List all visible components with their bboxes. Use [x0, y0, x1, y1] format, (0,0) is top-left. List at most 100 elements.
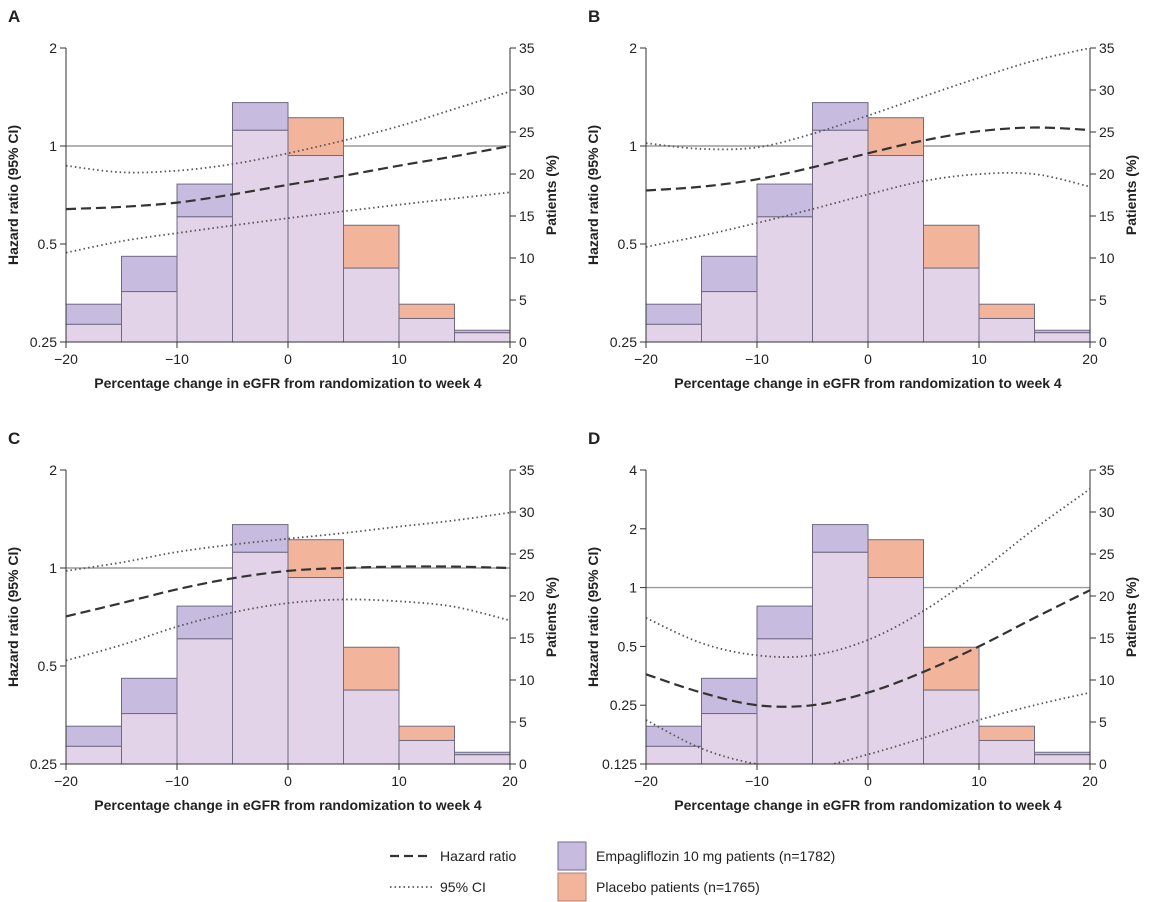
overlap-bar [812, 129, 869, 343]
legend: Hazard ratio 95% CI Empagliflozin 10 mg … [390, 841, 835, 902]
overlap-bar [287, 577, 344, 765]
right-tick-label: 5 [519, 292, 527, 308]
hazard-ratio-line [646, 589, 1090, 708]
left-axis-title: Hazard ratio (95% CI) [5, 125, 21, 265]
right-tick-label: 30 [1099, 82, 1115, 98]
right-tick-label: 35 [519, 40, 535, 56]
right-tick-label: 35 [1099, 40, 1115, 56]
overlap-bar [867, 155, 924, 343]
overlap-bar [701, 713, 758, 765]
overlap-bar [923, 689, 980, 765]
left-axis-title: Hazard ratio (95% CI) [585, 125, 601, 265]
panel-letter: A [8, 7, 20, 26]
empagliflozin-bar [176, 605, 233, 640]
right-tick-label: 5 [1099, 714, 1107, 730]
overlap-bar [121, 713, 178, 765]
left-tick-label: 0.25 [30, 756, 57, 772]
overlap-bar [645, 745, 702, 765]
legend-placebo-swatch [557, 872, 587, 902]
hazard-ratio-line [66, 565, 510, 618]
overlap-bar [232, 551, 289, 765]
right-tick-label: 0 [519, 334, 527, 350]
right-tick-label: 35 [519, 462, 535, 478]
empagliflozin-bar [812, 102, 869, 131]
right-axis-title: Patients (%) [1123, 155, 1139, 235]
overlap-bar [867, 577, 924, 765]
right-tick-label: 0 [1099, 334, 1107, 350]
right-tick-label: 35 [1099, 462, 1115, 478]
placebo-bar [978, 303, 1035, 319]
x-tick-label: 10 [971, 773, 987, 789]
placebo-bar [343, 224, 400, 269]
right-tick-label: 30 [519, 82, 535, 98]
right-tick-label: 20 [519, 588, 535, 604]
right-axis-title: Patients (%) [1123, 577, 1139, 657]
right-tick-label: 25 [519, 546, 535, 562]
empagliflozin-bar [121, 677, 178, 715]
left-tick-label: 1 [629, 580, 637, 596]
right-tick-label: 5 [519, 714, 527, 730]
right-tick-label: 10 [519, 672, 535, 688]
ci-upper-line [66, 90, 510, 174]
panel-d: D 0.125 0.25 0.5 1 2 4 0 5 10 15 20 25 30 35 −20 −10 0 10 2… [585, 429, 1139, 813]
left-tick-label: 2 [629, 40, 637, 56]
placebo-bar [343, 646, 400, 691]
right-tick-label: 20 [1099, 166, 1115, 182]
overlap-bar [454, 754, 511, 765]
legend-hazard-ratio-label: Hazard ratio [440, 848, 516, 864]
right-tick-label: 20 [1099, 588, 1115, 604]
placebo-bar [287, 539, 344, 579]
overlap-bar [343, 689, 400, 765]
right-axis-title: Patients (%) [543, 155, 559, 235]
x-tick-label: −10 [745, 351, 769, 367]
placebo-bar [398, 725, 455, 741]
x-tick-label: 20 [1082, 351, 1098, 367]
right-tick-label: 30 [519, 504, 535, 520]
empagliflozin-bar [121, 255, 178, 293]
panel-letter: D [588, 429, 600, 448]
right-tick-label: 25 [1099, 124, 1115, 140]
x-tick-label: 20 [1082, 773, 1098, 789]
curve-layer [646, 48, 1090, 248]
left-tick-label: 2 [49, 462, 57, 478]
overlap-bar [343, 267, 400, 343]
x-tick-label: 10 [391, 773, 407, 789]
overlap-bar [398, 317, 455, 343]
curve-layer [646, 488, 1090, 764]
ci-lower-line [66, 191, 510, 254]
x-tick-label: −20 [54, 351, 78, 367]
left-axis-title: Hazard ratio (95% CI) [5, 547, 21, 687]
x-tick-label: −20 [634, 773, 658, 789]
legend-ci-label: 95% CI [440, 879, 486, 895]
right-tick-label: 10 [1099, 250, 1115, 266]
panel-letter: B [588, 7, 600, 26]
legend-empagliflozin-swatch [557, 841, 587, 871]
right-tick-label: 15 [1099, 208, 1115, 224]
right-tick-label: 0 [519, 756, 527, 772]
x-axis-title: Percentage change in eGFR from randomiza… [94, 797, 482, 813]
placebo-bar [867, 117, 924, 157]
overlap-bar [756, 216, 813, 343]
right-tick-label: 25 [519, 124, 535, 140]
ci-upper-line [646, 488, 1090, 658]
overlap-bar [812, 551, 869, 765]
left-tick-label: 0.5 [38, 236, 58, 252]
overlap-bar [176, 216, 233, 343]
left-tick-label: 0.5 [618, 236, 638, 252]
right-tick-label: 5 [1099, 292, 1107, 308]
hazard-ratio-line [66, 144, 510, 211]
x-tick-label: −20 [634, 351, 658, 367]
x-tick-label: 20 [502, 351, 518, 367]
legend-placebo-label: Placebo patients (n=1765) [596, 879, 760, 895]
empagliflozin-bar [701, 255, 758, 293]
left-tick-label: 1 [629, 138, 637, 154]
placebo-bar [978, 725, 1035, 741]
left-tick-label: 0.125 [602, 756, 637, 772]
overlap-bar [454, 332, 511, 343]
x-tick-label: 10 [391, 351, 407, 367]
overlap-bar [923, 267, 980, 343]
x-tick-label: 0 [284, 351, 292, 367]
overlap-bar [645, 323, 702, 343]
overlap-bar [1034, 754, 1091, 765]
